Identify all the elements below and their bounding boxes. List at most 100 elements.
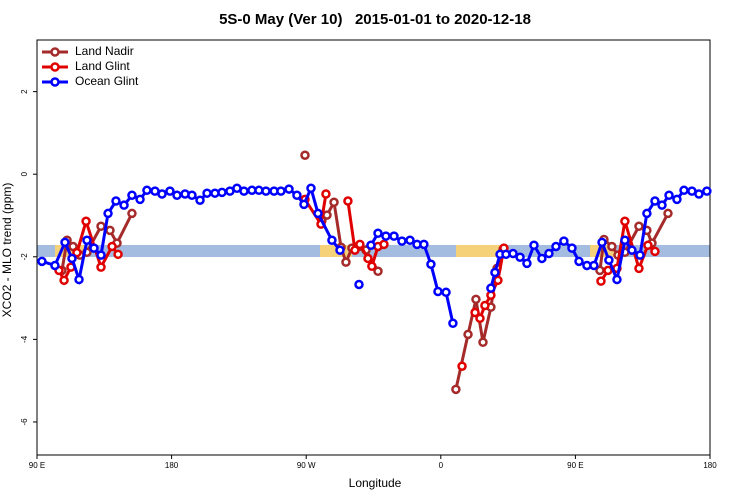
x-tick-label: 180 (165, 461, 179, 470)
point (373, 228, 383, 239)
point (113, 249, 123, 260)
x-tick-label: 90 W (297, 461, 316, 470)
point (195, 195, 205, 205)
point (373, 266, 383, 276)
legend-label: Land Nadir (75, 44, 134, 58)
point (470, 307, 480, 318)
point (327, 235, 337, 246)
point (299, 199, 309, 210)
point (515, 252, 525, 262)
point (96, 250, 106, 260)
point (172, 190, 182, 201)
point (313, 208, 323, 219)
point (589, 260, 599, 271)
point (261, 186, 271, 196)
point (702, 186, 712, 196)
point (650, 246, 660, 257)
point (650, 196, 660, 206)
y-tick-label: -2 (20, 253, 29, 261)
legend-label: Land Glint (75, 59, 130, 73)
plot-frame (36, 39, 711, 456)
point (643, 240, 653, 250)
point (574, 256, 584, 267)
point (603, 265, 613, 276)
point (493, 275, 503, 286)
y-tick-label: 2 (20, 89, 29, 94)
point (72, 247, 82, 258)
point (433, 286, 443, 297)
point (529, 240, 539, 250)
point (74, 274, 84, 285)
point (82, 235, 92, 246)
point (448, 318, 458, 329)
point (366, 240, 376, 250)
point (202, 188, 212, 198)
point (480, 300, 490, 311)
point (486, 283, 496, 293)
legend-marker (50, 62, 60, 72)
point (379, 239, 389, 250)
x-tick-label: 90 E (29, 461, 45, 470)
point (463, 329, 473, 340)
band-highlight (456, 245, 506, 257)
point (426, 259, 436, 269)
point (67, 253, 77, 264)
legend-marker (50, 47, 60, 57)
point (679, 185, 689, 196)
point (627, 245, 637, 255)
point (363, 253, 373, 264)
point (276, 186, 286, 196)
point (634, 263, 644, 274)
point (165, 186, 175, 196)
point (642, 208, 652, 219)
point (355, 239, 365, 250)
point (612, 274, 622, 285)
point (607, 241, 617, 252)
point (367, 261, 377, 272)
point (508, 248, 518, 259)
x-tick-label: 180 (703, 461, 717, 470)
point (284, 184, 294, 194)
point (142, 185, 152, 196)
point (604, 255, 614, 265)
point (111, 196, 121, 206)
point (663, 208, 673, 219)
y-axis-label: XCO2 - MLO trend (ppm) (0, 183, 14, 318)
point (596, 276, 606, 286)
point (239, 186, 249, 196)
point (300, 150, 310, 160)
point (157, 189, 167, 199)
point (551, 241, 561, 252)
point (597, 237, 607, 248)
point (343, 196, 353, 206)
y-tick-label: 0 (20, 171, 29, 176)
point (694, 189, 704, 199)
point (634, 221, 644, 231)
point (544, 248, 554, 259)
point (335, 245, 345, 255)
point (537, 253, 547, 264)
point (96, 221, 106, 231)
point (81, 216, 91, 227)
point (664, 190, 674, 201)
point (389, 231, 399, 241)
point (89, 243, 99, 253)
point (187, 190, 197, 201)
point (37, 256, 47, 267)
point (103, 208, 113, 219)
chart-title: 5S-0 May (Ver 10) 2015-01-01 to 2020-12-… (219, 11, 531, 28)
point (350, 245, 360, 255)
legend-label: Ocean Glint (75, 74, 139, 88)
point (567, 243, 577, 253)
point (475, 313, 485, 324)
y-tick-label: -4 (20, 335, 29, 343)
point (490, 267, 500, 278)
point (127, 190, 137, 201)
point (397, 236, 407, 246)
point (119, 200, 129, 210)
y-tick-label: -6 (20, 418, 29, 426)
point (478, 337, 488, 348)
point (292, 190, 302, 201)
point (441, 287, 451, 298)
